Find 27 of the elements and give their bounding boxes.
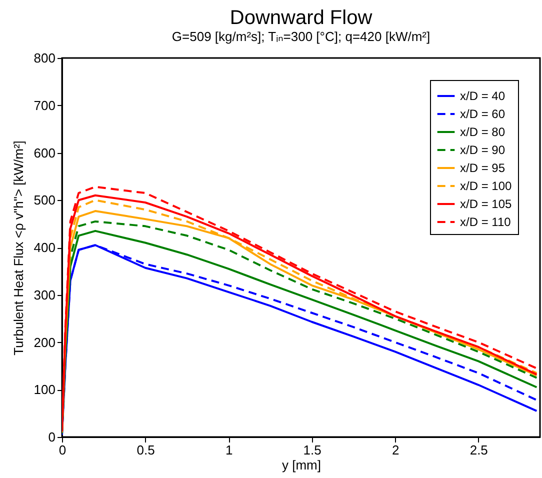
y-tick-label: 0 [48, 430, 56, 444]
legend-label: x/D = 40 [460, 89, 506, 103]
x-tick-label: 0.5 [136, 442, 155, 458]
x-axis-title: y [mm] [282, 458, 321, 472]
legend-label: x/D = 60 [460, 107, 506, 121]
y-tick-label: 700 [34, 98, 56, 113]
x-tick-label: 2.5 [470, 442, 488, 458]
legend-label: x/D = 100 [460, 179, 512, 193]
legend-label: x/D = 80 [460, 125, 506, 139]
y-axis-title: Turbulent Heat Flux <ρ v"h"> [kW/m²] [10, 140, 26, 356]
x-tick-label: 1 [225, 442, 233, 458]
y-tick-label: 200 [34, 334, 56, 350]
y-tick-label: 800 [34, 50, 56, 66]
chart-subtitle: G=509 [kg/m²s]; Tᵢₙ=300 [°C]; q=420 [kW/m²] [172, 29, 430, 44]
y-tick-label: 300 [34, 287, 56, 302]
y-tick-label: 100 [34, 382, 56, 398]
legend-label: x/D = 90 [460, 143, 506, 157]
y-tick-label: 500 [34, 192, 56, 208]
legend-label: x/D = 105 [460, 197, 512, 211]
y-tick-label: 600 [34, 145, 56, 160]
x-tick-label: 1.5 [303, 442, 322, 458]
y-tick-label: 400 [34, 240, 56, 255]
x-tick-label: 2 [392, 442, 400, 458]
x-tick-label: 0 [58, 442, 66, 458]
legend-label: x/D = 110 [460, 215, 512, 229]
chart-title: Downward Flow [230, 7, 373, 29]
legend-label: x/D = 95 [460, 161, 506, 175]
